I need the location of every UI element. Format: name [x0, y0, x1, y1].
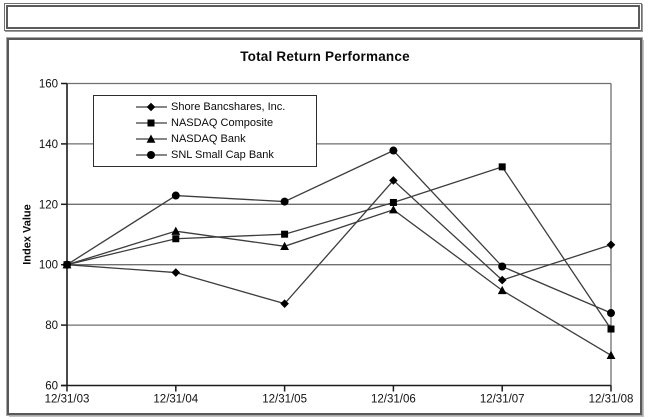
legend-item-shore-bancshares-inc: Shore Bancshares, Inc. — [136, 100, 312, 114]
data-point-nasdaq-composite-2 — [281, 230, 289, 238]
data-point-shore-bancshares-inc-2 — [280, 299, 289, 308]
series-line-snl-small-cap-bank — [66, 149, 612, 314]
chart-legend: Shore Bancshares, Inc. NASDAQ Composite NA… — [93, 95, 317, 167]
y-tick-label: 60 — [45, 381, 58, 393]
x-tick-label: 12/31/07 — [480, 394, 525, 406]
square-marker-icon — [136, 119, 167, 127]
legend-marker-square — [147, 119, 155, 127]
legend-marker-circle — [147, 151, 155, 159]
legend-label: Shore Bancshares, Inc. — [171, 101, 286, 113]
x-tick-label: 12/31/08 — [589, 394, 634, 406]
legend-label: SNL Small Cap Bank — [171, 149, 274, 161]
x-tick-label: 12/31/03 — [45, 394, 90, 406]
x-tick-label: 12/31/05 — [262, 394, 307, 406]
series-line-shore-bancshares-inc — [66, 179, 612, 305]
legend-label: NASDAQ Bank — [171, 133, 246, 145]
y-tick-label: 80 — [45, 320, 58, 332]
legend-item-nasdaq-composite: NASDAQ Composite — [136, 116, 312, 130]
circle-marker-icon — [136, 151, 167, 159]
data-point-snl-small-cap-bank-2 — [280, 197, 289, 206]
x-tick-label: 12/31/06 — [371, 394, 416, 406]
legend-marker-triangle — [146, 134, 156, 143]
series-line-nasdaq-composite — [66, 166, 612, 330]
data-point-snl-small-cap-bank-4 — [498, 262, 507, 271]
legend-label: NASDAQ Composite — [171, 117, 274, 129]
data-point-snl-small-cap-bank-1 — [171, 191, 180, 200]
y-tick-label: 100 — [39, 260, 58, 272]
data-point-shore-bancshares-inc-1 — [171, 268, 181, 277]
triangle-marker-icon — [136, 134, 167, 143]
data-point-nasdaq-composite-4 — [498, 163, 506, 171]
y-tick-label: 140 — [39, 139, 58, 151]
data-point-shore-bancshares-inc-5 — [606, 240, 616, 250]
data-point-snl-small-cap-bank-0 — [63, 260, 71, 269]
data-point-nasdaq-bank-1 — [171, 226, 181, 235]
header-bar — [4, 3, 642, 31]
series-line-nasdaq-bank — [66, 209, 612, 356]
x-tick-label: 12/31/04 — [153, 394, 198, 406]
legend-marker-diamond — [146, 102, 156, 112]
data-point-shore-bancshares-inc-3 — [389, 176, 398, 185]
data-point-nasdaq-composite-3 — [389, 198, 397, 206]
data-point-nasdaq-bank-4 — [497, 285, 507, 295]
data-point-snl-small-cap-bank-3 — [389, 146, 398, 155]
legend-item-nasdaq-bank: NASDAQ Bank — [136, 132, 312, 146]
data-point-nasdaq-bank-2 — [280, 241, 289, 250]
data-point-nasdaq-bank-5 — [606, 350, 616, 359]
y-tick-label: 120 — [39, 199, 58, 211]
y-tick-label: 160 — [39, 79, 58, 91]
data-point-nasdaq-bank-3 — [389, 205, 398, 214]
diamond-marker-icon — [136, 102, 167, 112]
data-point-shore-bancshares-inc-4 — [497, 275, 507, 285]
legend-item-snl-small-cap-bank: SNL Small Cap Bank — [136, 148, 312, 162]
data-point-nasdaq-composite-5 — [607, 325, 615, 333]
chart-title: Total Return Performance — [240, 49, 410, 64]
data-point-snl-small-cap-bank-5 — [607, 309, 615, 318]
data-point-nasdaq-composite-1 — [172, 235, 180, 243]
